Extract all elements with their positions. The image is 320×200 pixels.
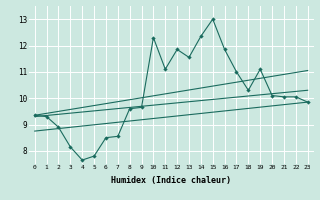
X-axis label: Humidex (Indice chaleur): Humidex (Indice chaleur) [111,176,231,185]
